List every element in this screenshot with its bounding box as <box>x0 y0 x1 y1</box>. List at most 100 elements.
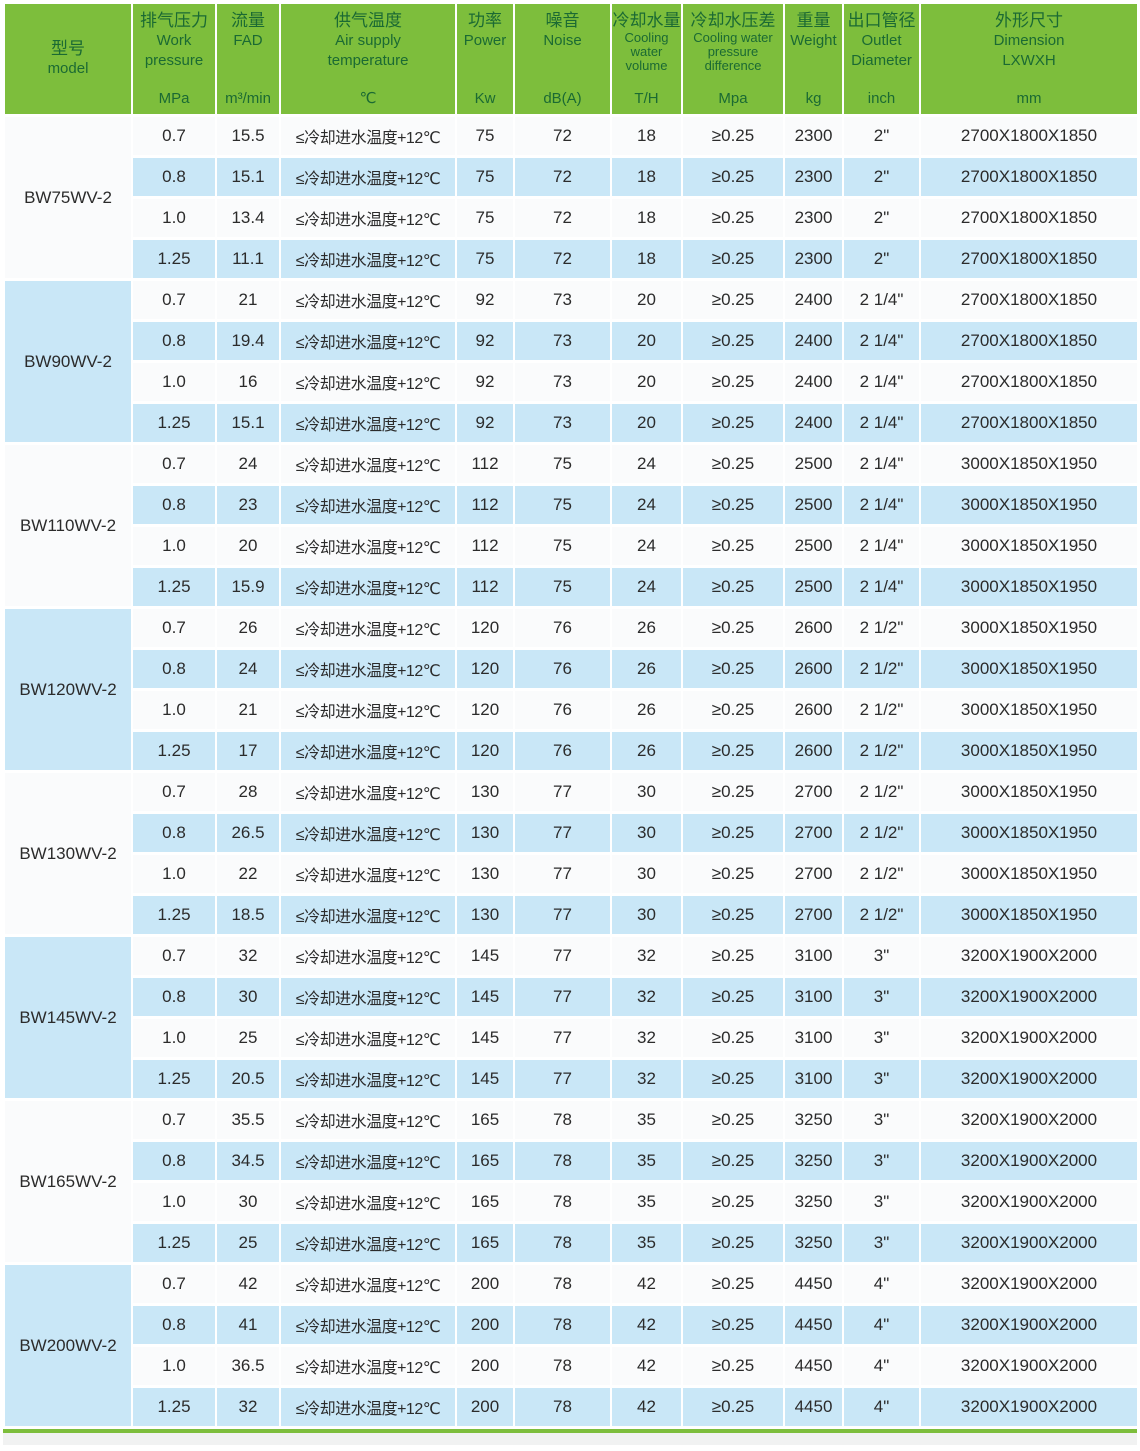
data-cell: 21 <box>215 278 281 322</box>
table-row: 0.8 24 ≤冷却进水温度+12℃ 120 76 26 ≥0.25 2600 2 1/2" 30… <box>4 647 1139 691</box>
table-row: 1.25 20.5 ≤冷却进水温度+12℃ 145 77 32 ≥0.25 3100 3" 320… <box>4 1057 1139 1101</box>
data-cell: ≥0.25 <box>681 934 785 978</box>
data-cell: 16 <box>215 360 281 404</box>
data-cell: 2 1/4" <box>842 278 921 322</box>
data-cell: 77 <box>513 1016 612 1060</box>
data-cell: 2" <box>842 155 921 199</box>
column-header-noise: 噪音 Noise dB(A) <box>513 4 612 117</box>
table-row: 0.8 41 ≤冷却进水温度+12℃ 200 78 42 ≥0.25 4450 4" 3200X1… <box>4 1303 1139 1347</box>
data-cell: 77 <box>513 975 612 1019</box>
data-cell: 2700X1800X1850 <box>919 237 1139 281</box>
data-cell: 2400 <box>783 401 844 445</box>
model-cell: BW75WV-2 <box>3 114 133 281</box>
table-row: 1.0 36.5 ≤冷却进水温度+12℃ 200 78 42 ≥0.25 4450 4" 3200… <box>4 1344 1139 1388</box>
data-cell: 3" <box>842 1016 921 1060</box>
data-cell: 1.0 <box>131 524 217 568</box>
data-cell: 0.8 <box>131 1303 217 1347</box>
data-cell: 0.7 <box>131 770 217 814</box>
data-cell: ≤冷却进水温度+12℃ <box>279 442 457 486</box>
header-label-zh: 供气温度 <box>334 11 402 30</box>
data-cell: 72 <box>513 155 612 199</box>
data-cell: 26.5 <box>215 811 281 855</box>
header-label-en: Cooling <box>624 30 669 46</box>
table-row: 1.0 16 ≤冷却进水温度+12℃ 92 73 20 ≥0.25 2400 2 1/4" 270… <box>4 360 1139 404</box>
data-cell: ≤冷却进水温度+12℃ <box>279 1180 457 1224</box>
data-cell: 20 <box>610 401 683 445</box>
data-cell: 1.25 <box>131 1057 217 1101</box>
data-cell: 35 <box>610 1098 683 1142</box>
data-cell: 3200X1900X2000 <box>919 1098 1139 1142</box>
data-cell: ≥0.25 <box>681 1344 785 1388</box>
data-cell: 120 <box>455 688 515 732</box>
data-cell: 18 <box>610 237 683 281</box>
data-cell: 112 <box>455 483 515 527</box>
data-cell: ≤冷却进水温度+12℃ <box>279 1262 457 1306</box>
data-cell: ≤冷却进水温度+12℃ <box>279 770 457 814</box>
header-unit: kg <box>805 90 822 107</box>
data-cell: 75 <box>455 196 515 240</box>
data-cell: ≤冷却进水温度+12℃ <box>279 729 457 773</box>
data-cell: ≤冷却进水温度+12℃ <box>279 1139 457 1183</box>
data-cell: ≤冷却进水温度+12℃ <box>279 934 457 978</box>
data-cell: 24 <box>610 483 683 527</box>
table-row: 1.25 18.5 ≤冷却进水温度+12℃ 130 77 30 ≥0.25 2700 2 1/2… <box>4 893 1139 937</box>
data-cell: 0.8 <box>131 811 217 855</box>
data-cell: ≤冷却进水温度+12℃ <box>279 1344 457 1388</box>
data-cell: 24 <box>215 442 281 486</box>
data-cell: ≤冷却进水温度+12℃ <box>279 319 457 363</box>
data-cell: 200 <box>455 1385 515 1429</box>
header-unit: mm <box>1016 90 1042 107</box>
data-cell: ≥0.25 <box>681 401 785 445</box>
data-cell: 165 <box>455 1139 515 1183</box>
data-cell: 2 1/2" <box>842 729 921 773</box>
data-cell: 22 <box>215 852 281 896</box>
data-cell: 0.8 <box>131 1139 217 1183</box>
data-cell: 77 <box>513 934 612 978</box>
data-cell: 3000X1850X1950 <box>919 483 1139 527</box>
data-cell: ≥0.25 <box>681 1385 785 1429</box>
data-cell: ≤冷却进水温度+12℃ <box>279 606 457 650</box>
data-cell: ≤冷却进水温度+12℃ <box>279 1016 457 1060</box>
data-cell: 30 <box>610 893 683 937</box>
data-cell: ≤冷却进水温度+12℃ <box>279 1098 457 1142</box>
data-cell: 1.0 <box>131 360 217 404</box>
data-cell: ≥0.25 <box>681 852 785 896</box>
data-cell: 2" <box>842 237 921 281</box>
data-cell: 3" <box>842 1139 921 1183</box>
data-cell: 3" <box>842 1221 921 1265</box>
header-label-zh: 排气压力 <box>140 11 208 30</box>
data-cell: 2500 <box>783 442 844 486</box>
data-cell: 24 <box>610 442 683 486</box>
data-cell: 145 <box>455 934 515 978</box>
data-cell: 3250 <box>783 1098 844 1142</box>
data-cell: 165 <box>455 1180 515 1224</box>
table-row: BW130WV-2 0.7 28 ≤冷却进水温度+12℃ 130 77 30 ≥0.25 270… <box>3 770 1139 937</box>
data-cell: 112 <box>455 442 515 486</box>
data-cell: ≥0.25 <box>681 1098 785 1142</box>
data-cell: 145 <box>455 1057 515 1101</box>
footer-strip <box>3 1433 1137 1445</box>
data-cell: 76 <box>513 647 612 691</box>
data-cell: ≤冷却进水温度+12℃ <box>279 893 457 937</box>
data-cell: 2 1/2" <box>842 770 921 814</box>
data-cell: 1.25 <box>131 729 217 773</box>
data-cell: ≤冷却进水温度+12℃ <box>279 1303 457 1347</box>
data-cell: 15.9 <box>215 565 281 609</box>
data-cell: ≥0.25 <box>681 1057 785 1101</box>
data-cell: 72 <box>513 114 612 158</box>
header-label-en: temperature <box>327 51 409 69</box>
data-cell: 0.8 <box>131 647 217 691</box>
data-cell: 1.25 <box>131 401 217 445</box>
data-cell: ≥0.25 <box>681 155 785 199</box>
table-row: 1.0 20 ≤冷却进水温度+12℃ 112 75 24 ≥0.25 2500 2 1/4" 30… <box>4 524 1139 568</box>
data-cell: 2500 <box>783 565 844 609</box>
data-cell: 0.8 <box>131 319 217 363</box>
data-cell: 92 <box>455 360 515 404</box>
table-row: 1.25 17 ≤冷却进水温度+12℃ 120 76 26 ≥0.25 2600 2 1/2" 3… <box>4 729 1139 773</box>
data-cell: 2700X1800X1850 <box>919 401 1139 445</box>
data-cell: 2400 <box>783 360 844 404</box>
data-cell: 1.25 <box>131 893 217 937</box>
column-header-fad: 流量 FAD m³/min <box>215 4 281 117</box>
data-cell: 2" <box>842 114 921 158</box>
